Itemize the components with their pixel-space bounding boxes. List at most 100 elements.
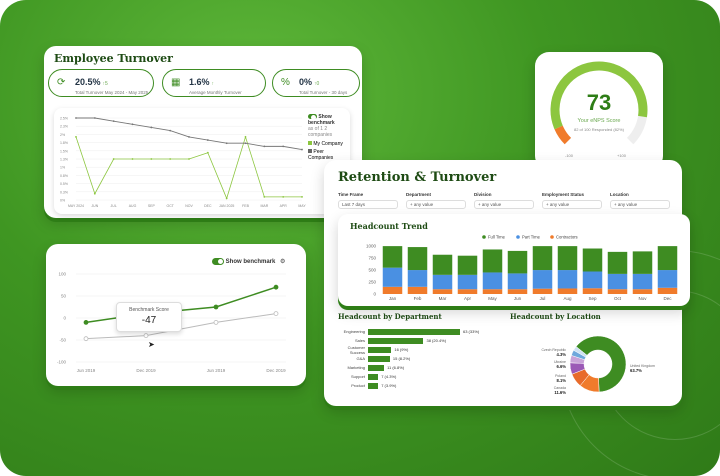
kpi-last-30-days[interactable]: % 0% ↑0 Total Turnover - 30 days xyxy=(272,69,360,97)
dept-bar xyxy=(368,355,390,362)
donut-slice xyxy=(575,335,627,393)
filter-value[interactable]: + any value xyxy=(406,200,466,209)
bar-segment-contractors xyxy=(507,289,528,294)
x-tick-label: May xyxy=(488,296,497,301)
dept-bar-row: Sales 38 (20.4%) xyxy=(338,336,502,345)
x-tick-label: MAY 2024 xyxy=(68,204,84,208)
y-tick-label: 0% xyxy=(60,199,65,203)
x-tick-label: FEB xyxy=(242,204,249,208)
location-label: Poland xyxy=(555,374,566,378)
gauge-fill xyxy=(550,61,648,130)
filter-label: Department xyxy=(406,192,432,197)
y-tick-label: -100 xyxy=(57,360,67,365)
turnover-chart-panel: 0% 0.3% 0.5% 0.8% 1% 1.3% 1.5% 1.8% 2% 2.3% 2.5% MA… xyxy=(54,108,350,214)
y-tick-label: 1.5% xyxy=(60,149,68,153)
filter-bar: Time Frame Last 7 days Department + any va… xyxy=(338,192,674,209)
x-tick-label: OCT xyxy=(166,204,174,208)
location-label: Czech Republic xyxy=(541,348,566,352)
x-tick-label: APR xyxy=(280,204,288,208)
kpi-average-monthly[interactable]: ▦ 1.6% ↑ Average Monthly Turnover xyxy=(162,69,266,97)
benchmark-toggle[interactable] xyxy=(308,114,317,121)
headcount-trend-card: Headcount Trend 0 250 500 750 1000 Full Time P… xyxy=(338,214,690,306)
x-tick-label: Jun 2019 xyxy=(77,368,96,373)
data-point xyxy=(213,320,219,325)
x-tick-label: Nov xyxy=(638,296,647,301)
x-tick-label: Dec 2019 xyxy=(266,368,286,373)
filter-division[interactable]: Division + any value xyxy=(474,192,534,209)
headcount-trend-title: Headcount Trend xyxy=(350,221,428,231)
enps-card: 73 Your eNPS Score 82 of 100 Responded (… xyxy=(535,52,663,170)
x-tick-label: NOV xyxy=(185,204,193,208)
x-tick-label: SEP xyxy=(148,204,156,208)
y-tick-label: 750 xyxy=(368,256,376,261)
toggle-label: Show benchmark xyxy=(225,259,276,266)
dept-bar-row: G&A 15 (8.2%) xyxy=(338,354,502,363)
dept-label: G&A xyxy=(356,356,365,361)
data-point xyxy=(273,284,279,290)
dept-label: Sales xyxy=(354,338,365,343)
legend-item: Full Time xyxy=(488,235,506,240)
data-point xyxy=(131,123,134,126)
data-point xyxy=(282,195,285,198)
x-tick-label: Mar xyxy=(439,296,447,301)
data-point xyxy=(263,145,266,148)
data-point xyxy=(112,158,115,160)
filter-value[interactable]: Last 7 days xyxy=(338,200,398,209)
enps-label: Your eNPS Score xyxy=(577,118,621,124)
legend-swatch xyxy=(550,235,554,239)
x-tick-label: Jun 2019 xyxy=(207,368,226,373)
kpi-value: 0% xyxy=(299,76,313,87)
data-point xyxy=(75,136,77,138)
filter-value[interactable]: + any value xyxy=(610,200,670,209)
y-tick-label: 0.5% xyxy=(60,182,68,186)
location-label: United Kingdom xyxy=(630,364,655,368)
dept-value: 16 (9%) xyxy=(394,347,409,352)
data-point xyxy=(273,311,279,316)
bar-segment-full-time xyxy=(657,246,678,271)
legend-item: Peer Companies xyxy=(308,149,334,161)
bar-segment-part-time xyxy=(382,267,403,287)
data-point xyxy=(143,333,149,338)
bar-segment-part-time xyxy=(582,271,603,289)
bar-segment-full-time xyxy=(432,254,453,275)
kpi-total-turnover[interactable]: ⟳ 20.5% ↑5 Total Turnover May 2024 - May … xyxy=(48,69,154,97)
filter-location[interactable]: Location + any value xyxy=(610,192,670,209)
cursor-icon: ➤ xyxy=(148,340,155,349)
filter-employment-status[interactable]: Employment Status + any value xyxy=(542,192,602,209)
legend-item: Part Time xyxy=(522,235,541,240)
bar-segment-full-time xyxy=(607,251,628,274)
bar-segment-full-time xyxy=(582,248,603,272)
benchmark-toggle-row[interactable]: Show benchmark ⚙ xyxy=(212,258,285,265)
y-tick-label: 1.8% xyxy=(60,141,68,145)
dept-bar xyxy=(368,364,385,371)
percent-icon: % xyxy=(281,77,290,88)
bar-segment-contractors xyxy=(582,288,603,294)
dept-bar-chart: Engineering 63 (33%) Sales 38 (20.4%) Custom… xyxy=(338,327,502,390)
bar-segment-full-time xyxy=(632,251,653,274)
filter-label: Time Frame xyxy=(338,192,364,197)
tooltip-value: -47 xyxy=(141,315,157,326)
y-tick-label: 500 xyxy=(368,268,376,273)
filter-label: Division xyxy=(474,192,492,197)
x-tick-label: Jun xyxy=(514,296,522,301)
x-tick-label: AUG xyxy=(129,204,137,208)
filter-value[interactable]: + any value xyxy=(474,200,534,209)
filter-value[interactable]: + any value xyxy=(542,200,602,209)
data-point xyxy=(213,304,219,310)
dept-panel: Headcount by Department Engineering 63 (3… xyxy=(338,312,502,402)
filter-label: Location xyxy=(610,192,629,197)
benchmark-toggle[interactable] xyxy=(212,258,224,265)
filter-department[interactable]: Department + any value xyxy=(406,192,466,209)
filter-time-frame[interactable]: Time Frame Last 7 days xyxy=(338,192,398,209)
y-tick-label: 0.8% xyxy=(60,174,68,178)
data-point xyxy=(93,117,96,119)
gear-icon[interactable]: ⚙ xyxy=(280,259,286,266)
enps-sub: 82 of 100 Responded (82%) xyxy=(573,127,625,132)
legend-item: My Company xyxy=(313,141,343,147)
dept-label: Customer Success xyxy=(347,344,365,355)
filter-label: Employment Status xyxy=(542,192,585,197)
kpi-value: 1.6% xyxy=(189,76,210,87)
data-point xyxy=(150,158,153,160)
x-tick-label: MAY xyxy=(298,204,306,208)
bar-segment-part-time xyxy=(532,270,553,289)
